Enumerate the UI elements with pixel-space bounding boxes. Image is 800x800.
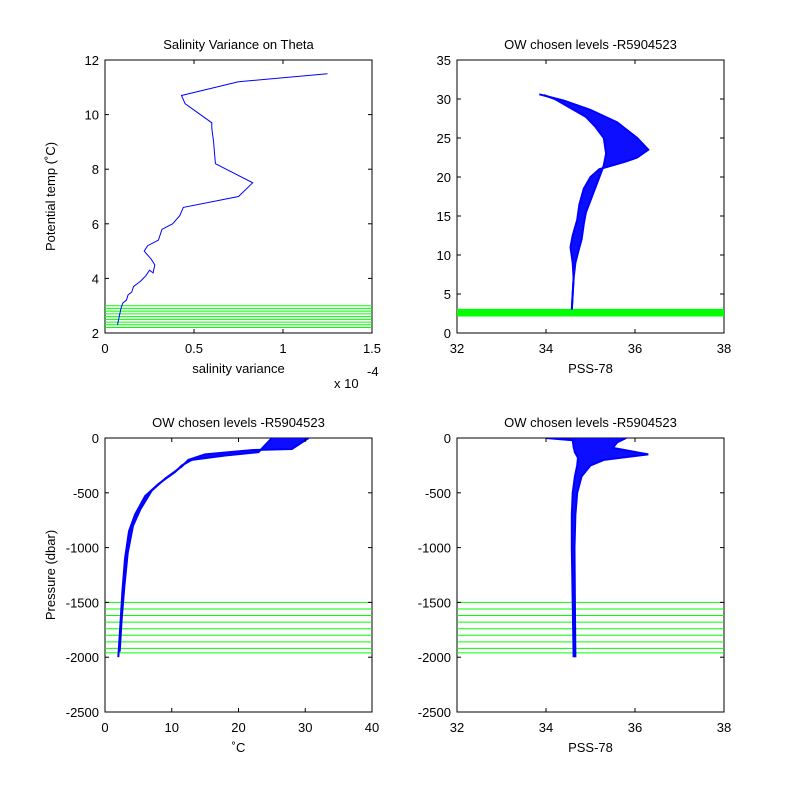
y-tick-label: 5 (444, 287, 451, 302)
subplot-title: Salinity Variance on Theta (163, 37, 314, 52)
series-line-1 (543, 94, 608, 310)
y-tick-label: -2000 (66, 650, 99, 665)
y-tick-label: 0 (92, 431, 99, 446)
plot-frame (456, 437, 725, 713)
plot-area (105, 438, 372, 658)
x-axis-label: salinity variance (192, 361, 285, 376)
x-axis-label: PSS-78 (568, 740, 613, 755)
plot-frame (104, 437, 373, 713)
y-tick-label: -2500 (418, 705, 451, 720)
x-tick-label: 32 (450, 341, 464, 356)
x-tick-label: 0 (101, 720, 108, 735)
x-tick-label: 1 (279, 341, 286, 356)
subplot-title: OW chosen levels -R5904523 (152, 415, 325, 430)
y-tick-label: 20 (437, 170, 451, 185)
x-tick-label: 38 (717, 341, 731, 356)
x-tick-label: 20 (231, 720, 245, 735)
y-tick-label: -2000 (418, 650, 451, 665)
subplot-title: OW chosen levels -R5904523 (504, 37, 677, 52)
plot-area (105, 73, 372, 329)
series-line-1 (545, 438, 580, 658)
subplot-3: 0 10 20 30 40 -2500 -2000 -1500 -1000 -500 0 OW cho… (43, 415, 379, 755)
series-line-2 (118, 438, 310, 652)
x-tick-label: 38 (717, 720, 731, 735)
y-tick-label: 2 (92, 326, 99, 341)
series-line-2 (539, 93, 650, 310)
y-axis-label: Potential temp (˚C) (43, 142, 58, 251)
y-tick-label: 0 (444, 326, 451, 341)
y-tick-label: 12 (85, 53, 99, 68)
x-axis-label: ˚C (232, 740, 246, 755)
y-axis-label: Pressure (dbar) (43, 530, 58, 620)
x-tick-label: 36 (628, 341, 642, 356)
x-tick-label: 34 (539, 341, 553, 356)
x-multiplier-exponent: -4 (367, 364, 379, 379)
x-tick-label: 40 (365, 720, 379, 735)
y-tick-label: -500 (425, 486, 451, 501)
x-tick-label: 32 (450, 720, 464, 735)
y-tick-label: 35 (437, 53, 451, 68)
subplot-4: 32 34 36 38 -2500 -2000 -1500 -1000 -500 0 OW chos… (418, 415, 731, 755)
profile-envelope (539, 94, 649, 310)
y-tick-label: 8 (92, 162, 99, 177)
y-tick-label: 10 (437, 248, 451, 263)
y-tick-label: 10 (85, 108, 99, 123)
y-tick-label: -2500 (66, 705, 99, 720)
y-tick-label: -1500 (418, 595, 451, 610)
y-tick-label: 30 (437, 92, 451, 107)
y-tick-label: 15 (437, 209, 451, 224)
x-tick-label: 1.5 (363, 341, 381, 356)
y-tick-label: -1000 (66, 541, 99, 556)
x-tick-label: 30 (298, 720, 312, 735)
subplot-2: 32 34 36 38 0 5 10 15 20 25 30 35 OW chosen levels -… (437, 37, 732, 376)
x-tick-label: 0.5 (185, 341, 203, 356)
y-tick-label: -1000 (418, 541, 451, 556)
plot-area (457, 93, 724, 317)
x-tick-label: 34 (539, 720, 553, 735)
y-tick-label: 25 (437, 131, 451, 146)
y-tick-label: 6 (92, 217, 99, 232)
y-tick-label: 4 (92, 271, 99, 286)
x-tick-label: 10 (165, 720, 179, 735)
x-tick-label: 0 (101, 341, 108, 356)
y-tick-label: 0 (444, 431, 451, 446)
y-tick-label: -500 (73, 486, 99, 501)
subplot-title: OW chosen levels -R5904523 (504, 415, 677, 430)
y-tick-label: -1500 (66, 595, 99, 610)
series-line-2 (573, 438, 649, 658)
subplot-1: 0 0.5 1 1.5 2 4 6 8 10 12 Salinity Variance on The… (43, 37, 381, 391)
x-axis-label: PSS-78 (568, 361, 613, 376)
x-multiplier-label: x 10 (334, 376, 359, 391)
series-line-1 (117, 73, 328, 325)
plot-area (457, 438, 724, 658)
x-tick-label: 36 (628, 720, 642, 735)
